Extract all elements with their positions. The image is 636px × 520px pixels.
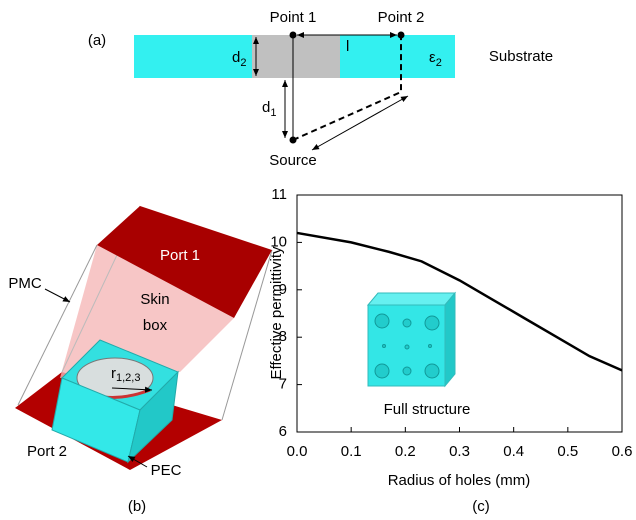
path-arrow bbox=[312, 96, 408, 150]
source-point bbox=[290, 137, 297, 144]
inset-holes bbox=[375, 314, 439, 378]
x-tick-label: 0.1 bbox=[341, 443, 362, 460]
x-tick-label: 0.4 bbox=[503, 443, 524, 460]
point2 bbox=[398, 32, 405, 39]
point1 bbox=[290, 32, 297, 39]
source-label: Source bbox=[269, 152, 317, 169]
y-tick-label: 6 bbox=[279, 423, 287, 440]
y-tick-label: 8 bbox=[279, 328, 287, 345]
figure: (a) d2 l ε2 Substrate Point 1 Point 2 d1… bbox=[0, 0, 636, 520]
inset-top bbox=[368, 293, 455, 305]
l-label: l bbox=[346, 38, 349, 55]
x-tick-label: 0.6 bbox=[612, 443, 633, 460]
point2-label: Point 2 bbox=[378, 9, 425, 26]
chart: Full structure Radius of holes (mm) Effe… bbox=[268, 186, 632, 489]
data-line bbox=[297, 233, 622, 370]
pec-label: PEC bbox=[151, 462, 182, 479]
d1-label: d1 bbox=[262, 99, 276, 119]
y-tick-label: 10 bbox=[270, 233, 287, 250]
pmc-arrow bbox=[45, 289, 70, 302]
y-tick-label: 9 bbox=[279, 281, 287, 298]
y-tick-label: 11 bbox=[271, 186, 287, 203]
x-tick-label: 0.5 bbox=[557, 443, 578, 460]
panel-label: (c) bbox=[472, 498, 490, 515]
inset-label: Full structure bbox=[384, 401, 471, 418]
y-tick-label: 7 bbox=[279, 376, 287, 393]
y-axis-label: Effective permittivity bbox=[268, 246, 285, 380]
inset-side bbox=[445, 293, 455, 386]
point1-label: Point 1 bbox=[270, 9, 317, 26]
skin-label: Skin bbox=[140, 291, 169, 308]
x-tick-label: 0.2 bbox=[395, 443, 416, 460]
x-tick-label: 0.3 bbox=[449, 443, 470, 460]
panel-label: (b) bbox=[128, 498, 146, 515]
substrate-label: Substrate bbox=[489, 48, 553, 65]
plot-frame bbox=[297, 195, 622, 432]
port2-label: Port 2 bbox=[27, 443, 67, 460]
port1-label: Port 1 bbox=[160, 247, 200, 264]
pmc-label: PMC bbox=[8, 275, 42, 292]
gray-block bbox=[252, 35, 340, 78]
box-label: box bbox=[143, 317, 168, 334]
x-axis-label: Radius of holes (mm) bbox=[388, 472, 531, 489]
panel-label: (a) bbox=[88, 32, 106, 49]
x-tick-label: 0.0 bbox=[287, 443, 308, 460]
